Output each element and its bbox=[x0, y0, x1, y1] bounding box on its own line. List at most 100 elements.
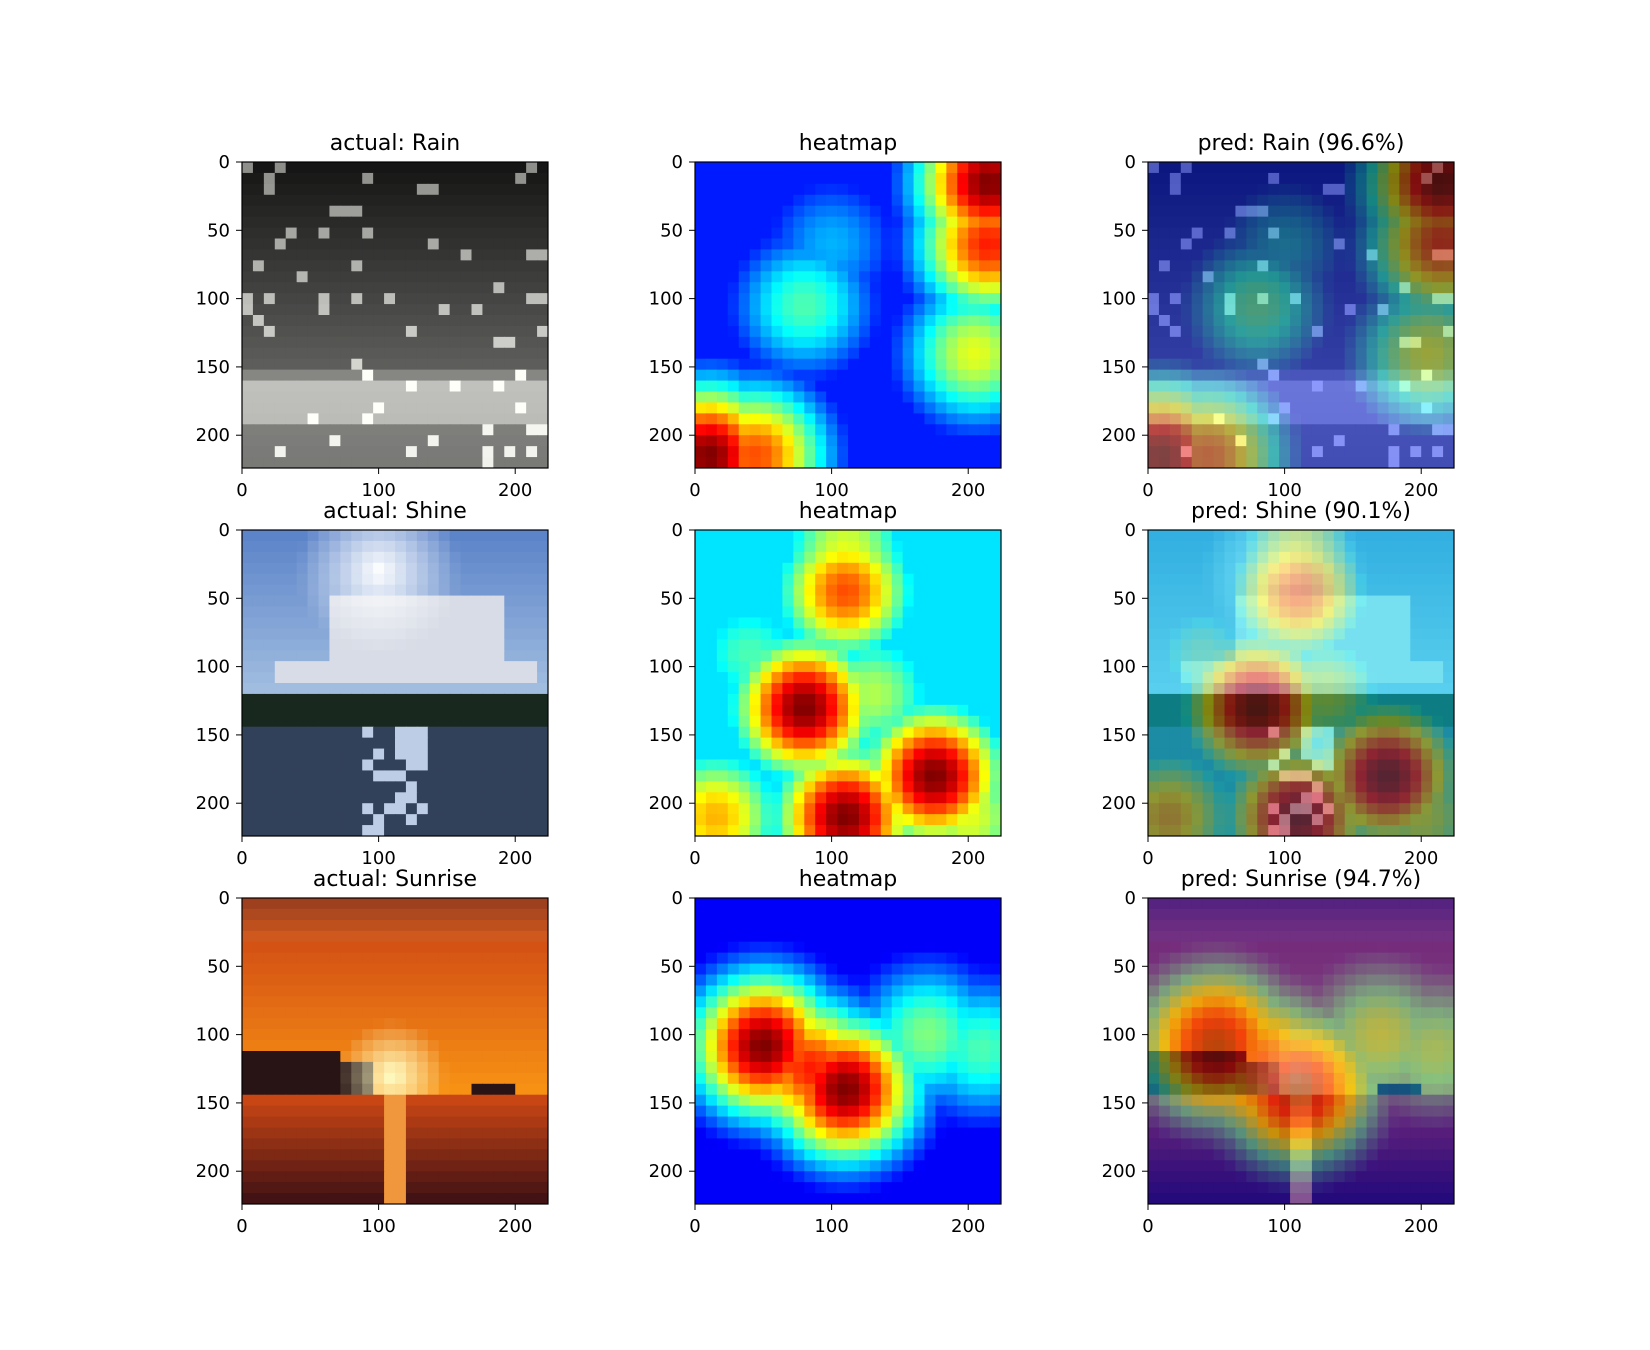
pixel-cell bbox=[946, 639, 958, 651]
pixel-cell bbox=[395, 391, 407, 404]
pixel-cell bbox=[1421, 584, 1433, 597]
pixel-cell bbox=[979, 672, 991, 684]
pixel-cell bbox=[1344, 347, 1357, 360]
pixel-cell bbox=[1301, 424, 1313, 436]
pixel-cell bbox=[1268, 639, 1280, 651]
pixel-cell bbox=[263, 293, 276, 305]
pixel-cell bbox=[482, 369, 494, 382]
pixel-cell bbox=[460, 919, 473, 932]
pixel-cell bbox=[1268, 249, 1280, 261]
pixel-cell bbox=[252, 238, 265, 251]
pixel-cell bbox=[526, 380, 538, 393]
pixel-cell bbox=[1257, 814, 1269, 826]
pixel-cell bbox=[1169, 358, 1182, 371]
pixel-cell bbox=[968, 271, 980, 283]
pixel-cell bbox=[252, 562, 265, 575]
pixel-cell bbox=[1180, 770, 1193, 782]
pixel-cell bbox=[924, 435, 937, 447]
pixel-cell bbox=[880, 413, 893, 425]
pixel-cell bbox=[957, 584, 969, 597]
pixel-cell bbox=[826, 759, 838, 772]
pixel-cell bbox=[826, 693, 838, 706]
pixel-cell bbox=[858, 162, 871, 174]
pixel-cell bbox=[340, 315, 352, 327]
pixel-cell bbox=[373, 249, 385, 261]
pixel-cell bbox=[526, 639, 538, 651]
pixel-cell bbox=[935, 304, 947, 316]
pixel-cell bbox=[793, 183, 805, 196]
pixel-cell bbox=[526, 413, 538, 425]
pixel-cell bbox=[274, 898, 287, 910]
pixel-cell bbox=[1311, 715, 1324, 728]
pixel-cell bbox=[1290, 325, 1302, 338]
pixel-cell bbox=[395, 606, 407, 619]
pixel-cell bbox=[1148, 595, 1160, 608]
pixel-cell bbox=[935, 271, 947, 283]
pixel-cell bbox=[504, 391, 516, 404]
pixel-cell bbox=[427, 238, 440, 251]
pixel-cell bbox=[482, 814, 494, 826]
pixel-cell bbox=[416, 194, 429, 207]
pixel-cell bbox=[460, 770, 473, 782]
pixel-cell bbox=[1432, 584, 1444, 597]
x-tick-label: 0 bbox=[689, 480, 700, 501]
pixel-cell bbox=[869, 358, 882, 371]
pixel-cell bbox=[705, 814, 718, 826]
pixel-cell bbox=[1377, 650, 1390, 662]
pixel-cell bbox=[449, 249, 462, 261]
pixel-cell bbox=[405, 595, 418, 608]
y-tick-label: 200 bbox=[1102, 793, 1136, 814]
pixel-cell bbox=[738, 304, 751, 316]
pixel-cell bbox=[1158, 737, 1171, 750]
pixel-cell bbox=[537, 792, 548, 804]
pixel-cell bbox=[804, 249, 816, 261]
axes-frame bbox=[241, 529, 549, 837]
pixel-cell bbox=[537, 573, 548, 586]
pixel-cell bbox=[749, 803, 762, 815]
pixel-cell bbox=[252, 325, 265, 338]
pixel-cell bbox=[749, 814, 762, 826]
pixel-cell bbox=[471, 770, 484, 782]
pixel-cell bbox=[460, 260, 473, 272]
pixel-cell bbox=[449, 540, 462, 553]
pixel-cell bbox=[1388, 781, 1400, 793]
pixel-cell bbox=[493, 391, 505, 404]
pixel-cell bbox=[252, 315, 265, 327]
pixel-cell bbox=[537, 227, 548, 240]
pixel-cell bbox=[848, 336, 860, 349]
pixel-cell bbox=[902, 814, 915, 826]
pixel-cell bbox=[504, 606, 516, 619]
pixel-cell bbox=[537, 781, 548, 793]
pixel-cell bbox=[416, 814, 429, 826]
pixel-cell bbox=[848, 693, 860, 706]
pixel-cell bbox=[804, 606, 816, 619]
pixel-cell bbox=[340, 238, 352, 251]
pixel-cell bbox=[252, 551, 265, 564]
pixel-cell bbox=[1377, 715, 1390, 728]
pixel-cell bbox=[957, 457, 969, 468]
pixel-cell bbox=[1224, 424, 1237, 436]
pixel-cell bbox=[1257, 336, 1269, 349]
pixel-cell bbox=[1421, 435, 1433, 447]
pixel-cell bbox=[968, 435, 980, 447]
pixel-cell bbox=[946, 162, 958, 174]
pixel-cell bbox=[749, 726, 762, 739]
pixel-cell bbox=[1235, 814, 1247, 826]
pixel-cell bbox=[848, 205, 860, 218]
pixel-cell bbox=[935, 781, 947, 793]
pixel-cell bbox=[1169, 260, 1182, 272]
pixel-cell bbox=[515, 898, 527, 910]
pixel-cell bbox=[1377, 781, 1390, 793]
pixel-cell bbox=[837, 650, 849, 662]
pixel-cell bbox=[738, 540, 751, 553]
pixel-cell bbox=[329, 715, 341, 728]
pixel-cell bbox=[1377, 304, 1390, 316]
pixel-cell bbox=[1148, 424, 1160, 436]
pixel-cell bbox=[493, 803, 505, 815]
pixel-cell bbox=[1290, 369, 1302, 382]
pixel-cell bbox=[782, 770, 794, 782]
pixel-cell bbox=[351, 216, 363, 229]
pixel-cell bbox=[1421, 260, 1433, 272]
pixel-cell bbox=[285, 952, 298, 965]
